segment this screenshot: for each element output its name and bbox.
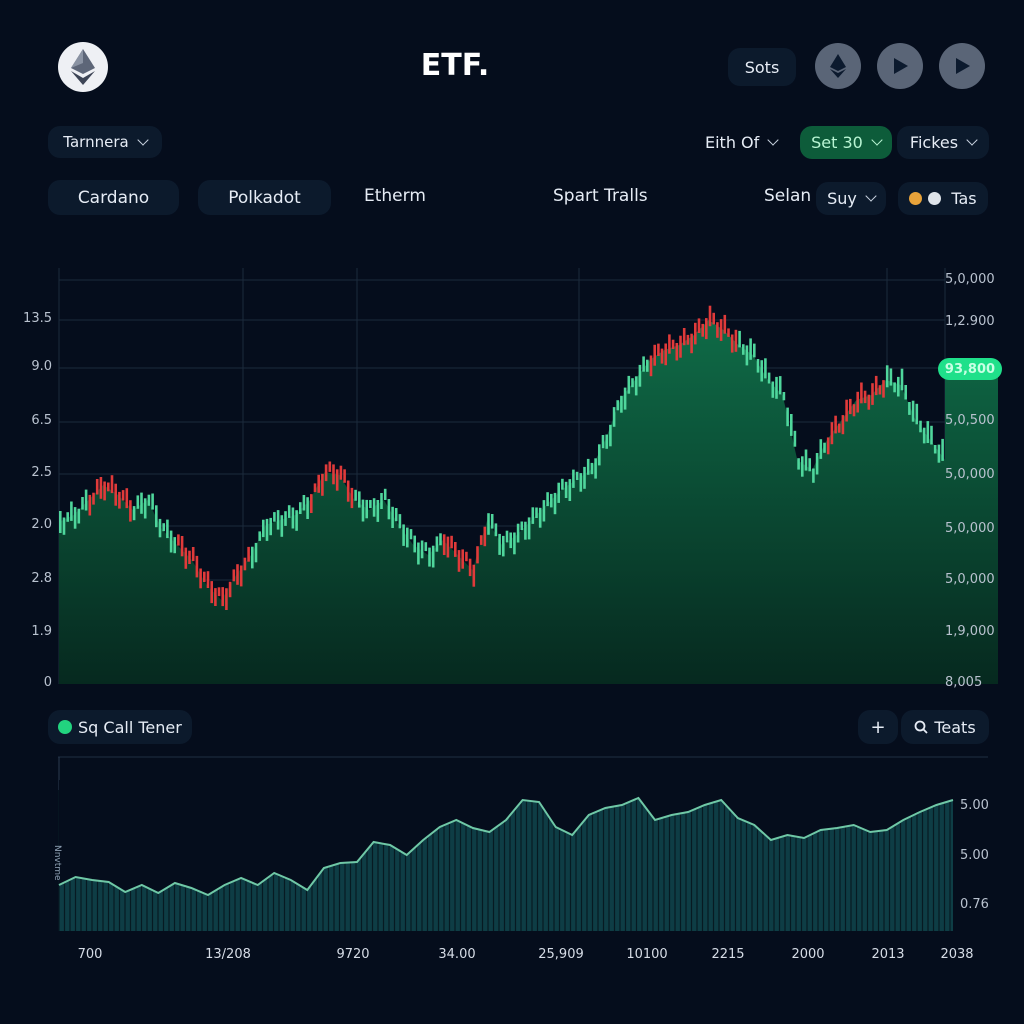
x-axis-label: 2000 — [791, 947, 825, 962]
volume-axis-label: Nnvtme — [52, 845, 62, 881]
info-icon — [928, 192, 942, 205]
y-axis-left-label: 2.0 — [31, 517, 52, 532]
eith-of-dropdown[interactable]: Eith Of — [705, 130, 779, 154]
sots-button[interactable]: Sots — [728, 48, 796, 86]
chevron-down-icon — [767, 133, 779, 146]
selan-label[interactable]: Selan — [764, 186, 812, 206]
x-axis-label: 13/208 — [205, 947, 251, 962]
current-price-badge: 93,800 — [938, 358, 1002, 380]
y-axis-left-label: 13.5 — [23, 311, 52, 326]
y-axis-right-label: 5,0,000 — [945, 521, 995, 536]
play-icon — [894, 58, 908, 74]
play-button[interactable] — [877, 43, 923, 89]
fickes-dropdown[interactable]: Fickes — [897, 126, 989, 159]
y-axis-left-label: 2.5 — [31, 465, 52, 480]
tas-button[interactable]: Tas — [898, 182, 988, 215]
x-axis-label: 2038 — [940, 947, 974, 962]
chevron-down-icon — [871, 134, 883, 146]
volume-y-label: 0.76 — [960, 897, 989, 912]
x-axis-label: 2013 — [871, 947, 905, 962]
y-axis-left-label: 9.0 — [31, 359, 52, 374]
tab-spart-tralls[interactable]: Spart Tralls — [553, 186, 648, 206]
search-icon — [914, 720, 928, 734]
x-axis-label: 9720 — [336, 947, 370, 962]
x-axis-label: 25,909 — [538, 947, 584, 962]
page-title: ETF. — [420, 48, 490, 83]
x-axis-label: 34.00 — [438, 947, 476, 962]
tarnnera-dropdown[interactable]: Tarnnera — [48, 126, 162, 158]
y-axis-right-label: 8,005 — [945, 675, 983, 690]
x-axis-label: 700 — [77, 947, 103, 962]
tab-cardano[interactable]: Cardano — [48, 180, 179, 215]
ethereum-icon — [830, 54, 846, 78]
ethereum-logo-icon — [71, 49, 95, 85]
coin-icon — [909, 192, 923, 205]
y-axis-left-label: 2.8 — [31, 571, 52, 586]
sq-call-tener-chip[interactable]: Sq Call Tener — [48, 710, 192, 744]
y-axis-left-label: 1.9 — [31, 624, 52, 639]
set-30-dropdown[interactable]: Set 30 — [800, 126, 892, 159]
play-button-2[interactable] — [939, 43, 985, 89]
refresh-icon — [58, 720, 72, 734]
logo — [58, 42, 108, 92]
volume-y-label: 5.00 — [960, 798, 989, 813]
search-button[interactable]: Teats — [901, 710, 989, 744]
y-axis-left-label: 0 — [43, 675, 52, 690]
play-icon — [956, 58, 970, 74]
y-axis-right-label: 1,2.900 — [945, 314, 995, 329]
price-chart[interactable]: 13.5 9.0 6.5 2.5 2.0 2.8 1.9 0 5,0,000 1,2.900 5,… — [0, 260, 1024, 700]
y-axis-right-label: 5,0,000 — [945, 272, 995, 287]
x-axis-label: 2215 — [711, 947, 745, 962]
y-axis-left-label: 6.5 — [31, 413, 52, 428]
x-axis-label: 10100 — [626, 947, 668, 962]
y-axis-right-label: 5,0,000 — [945, 467, 995, 482]
chevron-down-icon — [865, 190, 877, 202]
y-axis-right-label: 5,0,000 — [945, 572, 995, 587]
chevron-down-icon — [966, 134, 978, 146]
y-axis-right-label: 5,0,500 — [945, 413, 995, 428]
volume-chart[interactable]: Nnvtme 5.00 5.00 0.76 700 13/208 9720 34.00 25… — [0, 750, 1024, 970]
tab-polkadot[interactable]: Polkadot — [198, 180, 331, 215]
add-button[interactable]: + — [858, 710, 898, 744]
tab-etherm[interactable]: Etherm — [364, 186, 426, 206]
y-axis-right-label: 1,9,000 — [945, 624, 995, 639]
suy-dropdown[interactable]: Suy — [816, 182, 886, 215]
volume-y-label: 5.00 — [960, 848, 989, 863]
ethereum-button[interactable] — [815, 43, 861, 89]
chevron-down-icon — [137, 133, 149, 146]
